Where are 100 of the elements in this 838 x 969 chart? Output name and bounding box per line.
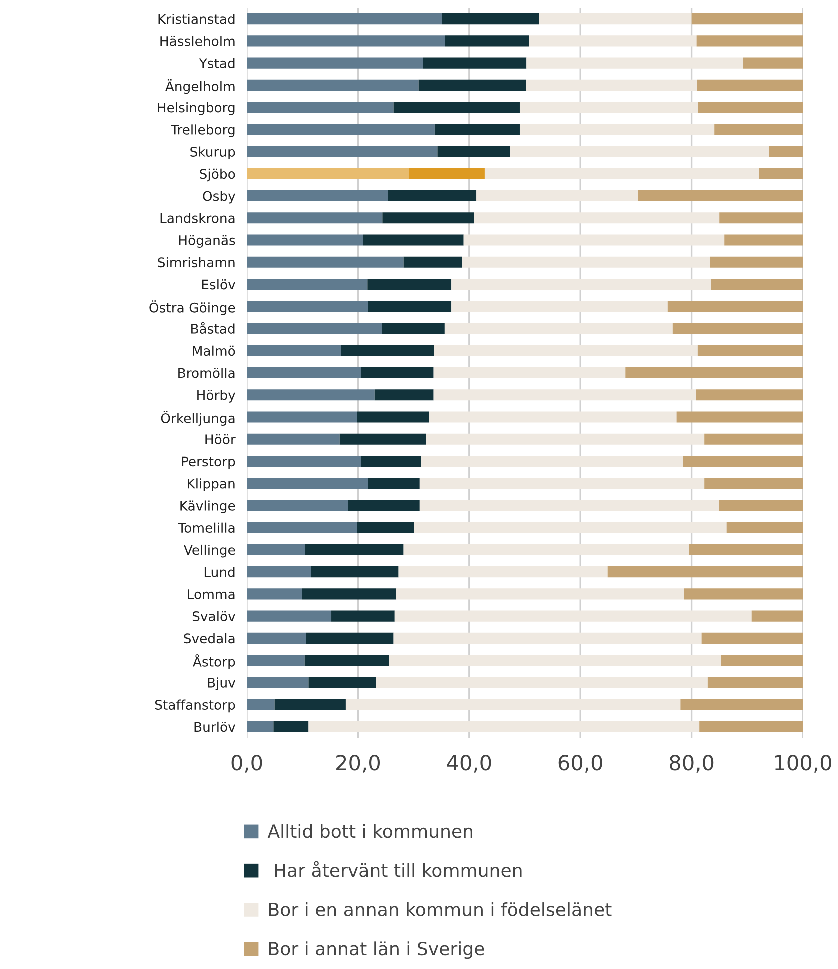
bar (420, 478, 705, 490)
legend-label: Bor i annat län i Sverige (269, 942, 484, 960)
bar (368, 278, 452, 290)
bar (247, 190, 388, 202)
bar (708, 677, 803, 688)
bar (692, 14, 803, 25)
bar (247, 610, 332, 622)
bar (710, 256, 803, 268)
y-tick-label: Perstorp (182, 456, 236, 470)
legend-label: Alltid bott i kommunen (268, 824, 472, 838)
bar (357, 412, 430, 423)
bar (247, 655, 305, 666)
x-tick-label: 40,0 (447, 755, 492, 773)
bar (698, 345, 803, 356)
bar (672, 323, 803, 334)
bar (689, 544, 803, 556)
y-tick-label: Östra Göinge (150, 300, 236, 316)
bar (247, 478, 368, 490)
bar (676, 412, 803, 423)
bar (363, 234, 464, 246)
bar (474, 212, 720, 224)
legend-label: Bor i en annan kommun i födelselänet (269, 902, 612, 917)
bar (348, 500, 420, 512)
bar (769, 146, 803, 158)
bar (247, 500, 348, 512)
bar (720, 212, 803, 224)
bar (368, 478, 420, 490)
bar (247, 367, 361, 379)
bar (714, 124, 803, 136)
bar (683, 456, 803, 468)
bar (452, 278, 712, 290)
bar (484, 168, 760, 180)
bar (414, 522, 727, 534)
bar (434, 390, 696, 401)
x-tick-label: 0,0 (232, 755, 262, 773)
bar (476, 190, 638, 202)
bar (382, 323, 445, 334)
y-tick-label: Staffanstorp (155, 700, 236, 713)
bar (711, 278, 803, 290)
y-tick-label: Ängelholm (165, 79, 235, 94)
bar (247, 234, 364, 246)
bar (360, 367, 434, 379)
y-tick-label: Åstorp (193, 654, 236, 670)
bar (247, 146, 438, 158)
bar (452, 301, 668, 312)
bar (396, 588, 684, 600)
bar (404, 544, 690, 556)
bar (704, 478, 803, 490)
y-tick-label: Höganäs (179, 235, 236, 248)
bar (247, 522, 358, 534)
bar (247, 566, 312, 578)
bar (247, 412, 358, 423)
bar (429, 412, 677, 423)
bar (374, 390, 434, 401)
y-tick-label: Burlöv (194, 722, 236, 732)
bar (404, 256, 462, 268)
y-tick-label: Kävlinge (180, 500, 236, 514)
bar (752, 610, 803, 622)
y-tick-label: Lomma (188, 590, 235, 600)
bar (376, 677, 708, 688)
bar (421, 456, 684, 468)
bar (247, 544, 306, 556)
bar (520, 102, 698, 114)
bar (247, 58, 424, 69)
bar (346, 699, 681, 710)
y-tick-label: Osby (203, 191, 236, 204)
bar (409, 168, 485, 180)
bar (382, 212, 474, 224)
bar (638, 190, 803, 202)
bar (697, 80, 803, 91)
bar (247, 256, 404, 268)
bar (247, 102, 394, 114)
y-tick-label: Tomelilla (178, 522, 235, 534)
bar (360, 456, 422, 468)
y-tick-label: Hörby (198, 390, 236, 403)
bar (357, 522, 414, 534)
bar (247, 124, 435, 136)
bar (444, 323, 673, 334)
bar (700, 721, 803, 732)
bar (434, 124, 520, 136)
y-tick-label: Eslöv (202, 280, 236, 290)
bar (464, 234, 725, 246)
y-tick-label: Svedala (184, 633, 235, 644)
bar (247, 278, 368, 290)
x-tick-label: 20,0 (336, 755, 380, 773)
bar (526, 58, 744, 69)
bar (247, 36, 446, 47)
bar (247, 14, 442, 25)
bar (510, 146, 770, 158)
bar (247, 301, 368, 312)
y-tick-label: Örkelljunga (161, 411, 235, 426)
bar (696, 390, 803, 401)
bar (247, 323, 382, 334)
bar (438, 146, 511, 158)
bar (423, 58, 527, 69)
bar (274, 699, 346, 710)
bar (442, 14, 540, 25)
bar (247, 390, 375, 401)
bar (247, 168, 410, 180)
bar (332, 610, 395, 622)
